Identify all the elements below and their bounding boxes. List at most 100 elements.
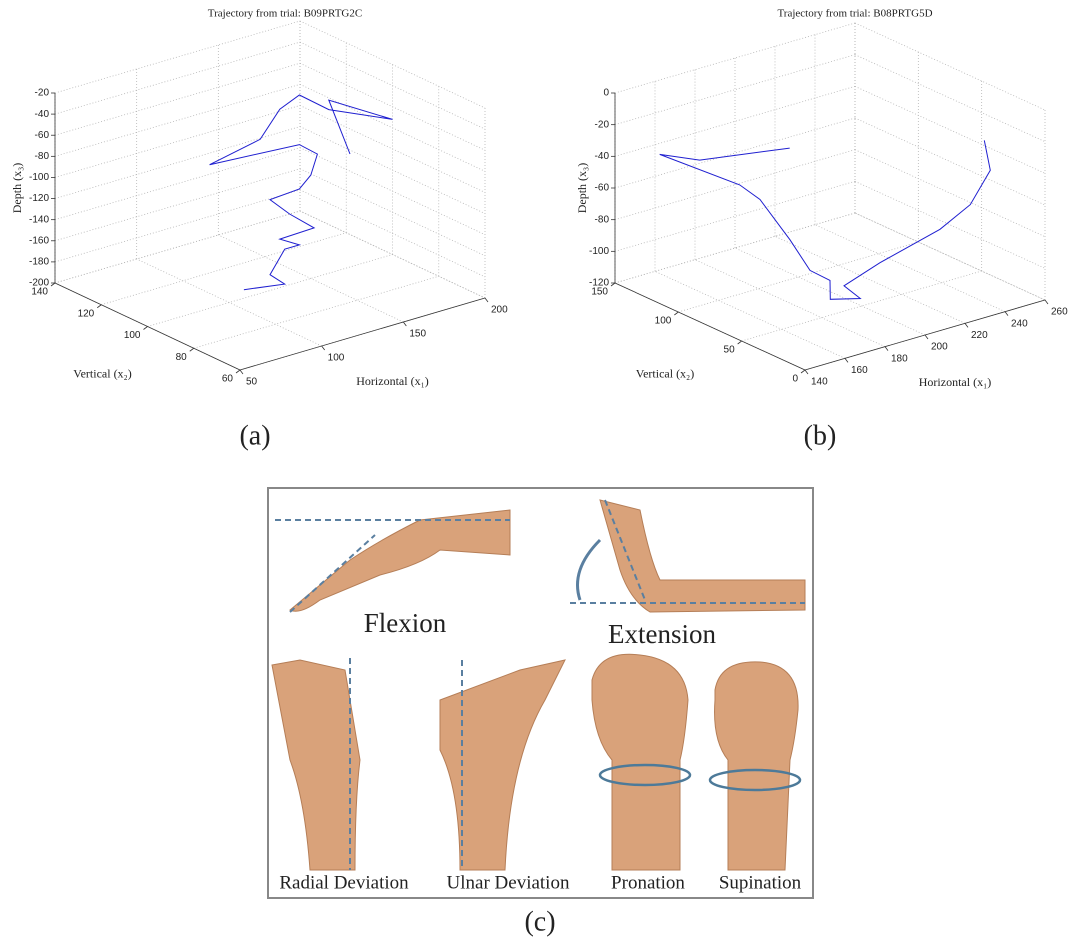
grid-line: [54, 20, 301, 94]
tick-mark: [97, 304, 102, 309]
x-tick-label: 180: [891, 353, 908, 364]
grid-line: [694, 259, 886, 348]
tick-mark: [50, 282, 56, 287]
panel-label: (c): [524, 906, 555, 937]
trajectory: [659, 140, 991, 300]
grid-line: [54, 62, 301, 136]
grid-line: [136, 258, 322, 347]
hand: [591, 653, 689, 871]
y-tick-label: 50: [724, 345, 736, 356]
grid-line: [614, 54, 856, 126]
grid-line: [854, 117, 1046, 206]
y-tick-label: 120: [78, 308, 95, 319]
x-tick-label: 50: [246, 377, 258, 388]
gesture-label: Flexion: [364, 608, 447, 638]
z-tick-label: -140: [29, 214, 49, 225]
grid-line: [854, 85, 1046, 174]
tick-mark: [884, 346, 889, 351]
z-axis-label: Depth (x₃): [10, 163, 24, 214]
x-tick-label: 240: [1011, 318, 1028, 329]
grid-line: [54, 210, 301, 284]
gesture-label: Supination: [719, 872, 802, 893]
y-tick-label: 100: [124, 330, 141, 341]
z-tick-label: -60: [595, 183, 610, 194]
hand: [599, 499, 806, 613]
gesture-figure: Flexion Extension Radial Deviation Ulnar…: [267, 487, 814, 899]
grid-line: [654, 270, 846, 359]
grid-line: [54, 83, 301, 157]
trajectory: [209, 94, 393, 291]
z-tick-label: -80: [35, 151, 50, 162]
tick-mark: [800, 369, 806, 374]
y-tick-label: 140: [31, 287, 48, 298]
grid-line: [54, 126, 301, 199]
z-tick-label: -180: [29, 257, 49, 268]
arrow: [708, 768, 802, 792]
grid-line: [854, 212, 1046, 301]
grid-line: [54, 210, 301, 284]
z-tick-label: -60: [35, 130, 50, 141]
guide: [289, 534, 376, 613]
grid-line: [774, 235, 966, 324]
x-tick-label: 200: [931, 342, 948, 353]
hand: [271, 659, 361, 871]
x-axis-label: Horizontal (x₁): [356, 374, 429, 388]
grid-line: [854, 149, 1046, 238]
hand: [439, 659, 566, 871]
grid-line: [54, 189, 301, 263]
z-tick-label: -120: [29, 193, 49, 204]
grid-line: [54, 147, 301, 221]
tick-mark: [924, 334, 929, 340]
x-tick-label: 200: [491, 305, 508, 316]
gesture-label: Radial Deviation: [279, 872, 409, 893]
grid-line: [854, 180, 1046, 269]
z-axis-label: Depth (x₃): [575, 163, 589, 214]
tick-mark: [964, 323, 969, 328]
y-axis-label: Vertical (x₂): [73, 366, 132, 380]
z-tick-label: -160: [29, 235, 49, 246]
tick-mark: [143, 326, 148, 330]
tick-mark: [610, 282, 616, 287]
grid-line: [814, 224, 1006, 313]
guide: [604, 499, 646, 601]
z-tick-label: -20: [595, 119, 610, 130]
z-tick-label: -200: [29, 278, 49, 289]
tick-mark: [1044, 299, 1049, 305]
panel-label: (b): [804, 420, 837, 451]
gesture-label: Pronation: [611, 872, 685, 893]
grid-line: [193, 275, 439, 349]
arrow: [598, 763, 692, 787]
tick-mark: [321, 345, 325, 351]
axis-line: [614, 282, 806, 371]
z-tick-label: -120: [589, 278, 609, 289]
z-tick-label: -40: [595, 151, 610, 162]
tick-mark: [737, 340, 742, 345]
y-tick-label: 100: [655, 316, 672, 327]
tick-mark: [235, 369, 241, 374]
x-tick-label: 220: [971, 330, 988, 341]
x-tick-label: 260: [1051, 307, 1068, 318]
gesture-label: Ulnar Deviation: [447, 872, 570, 893]
z-tick-label: -40: [35, 109, 50, 120]
grid-line: [734, 247, 926, 336]
grid-line: [854, 54, 1046, 143]
x-tick-label: 100: [328, 353, 345, 364]
x-axis-label: Horizontal (x₁): [919, 375, 992, 389]
grid-line: [614, 117, 856, 189]
chart-title: Trajectory from trial: B08PRTG5D: [777, 8, 932, 20]
arrow: [576, 538, 602, 601]
grid-line: [54, 168, 301, 242]
y-tick-label: 150: [591, 287, 608, 298]
y-axis-label: Vertical (x₂): [636, 366, 695, 380]
z-tick-label: 0: [603, 88, 609, 99]
tick-mark: [239, 369, 244, 375]
tick-mark: [403, 321, 407, 327]
grid-line: [54, 41, 301, 115]
tick-mark: [189, 347, 194, 352]
x-tick-label: 140: [811, 377, 828, 388]
y-tick-label: 0: [792, 374, 798, 385]
grid-line: [854, 212, 1046, 301]
z-tick-label: -20: [35, 88, 50, 99]
grid-line: [101, 232, 347, 306]
